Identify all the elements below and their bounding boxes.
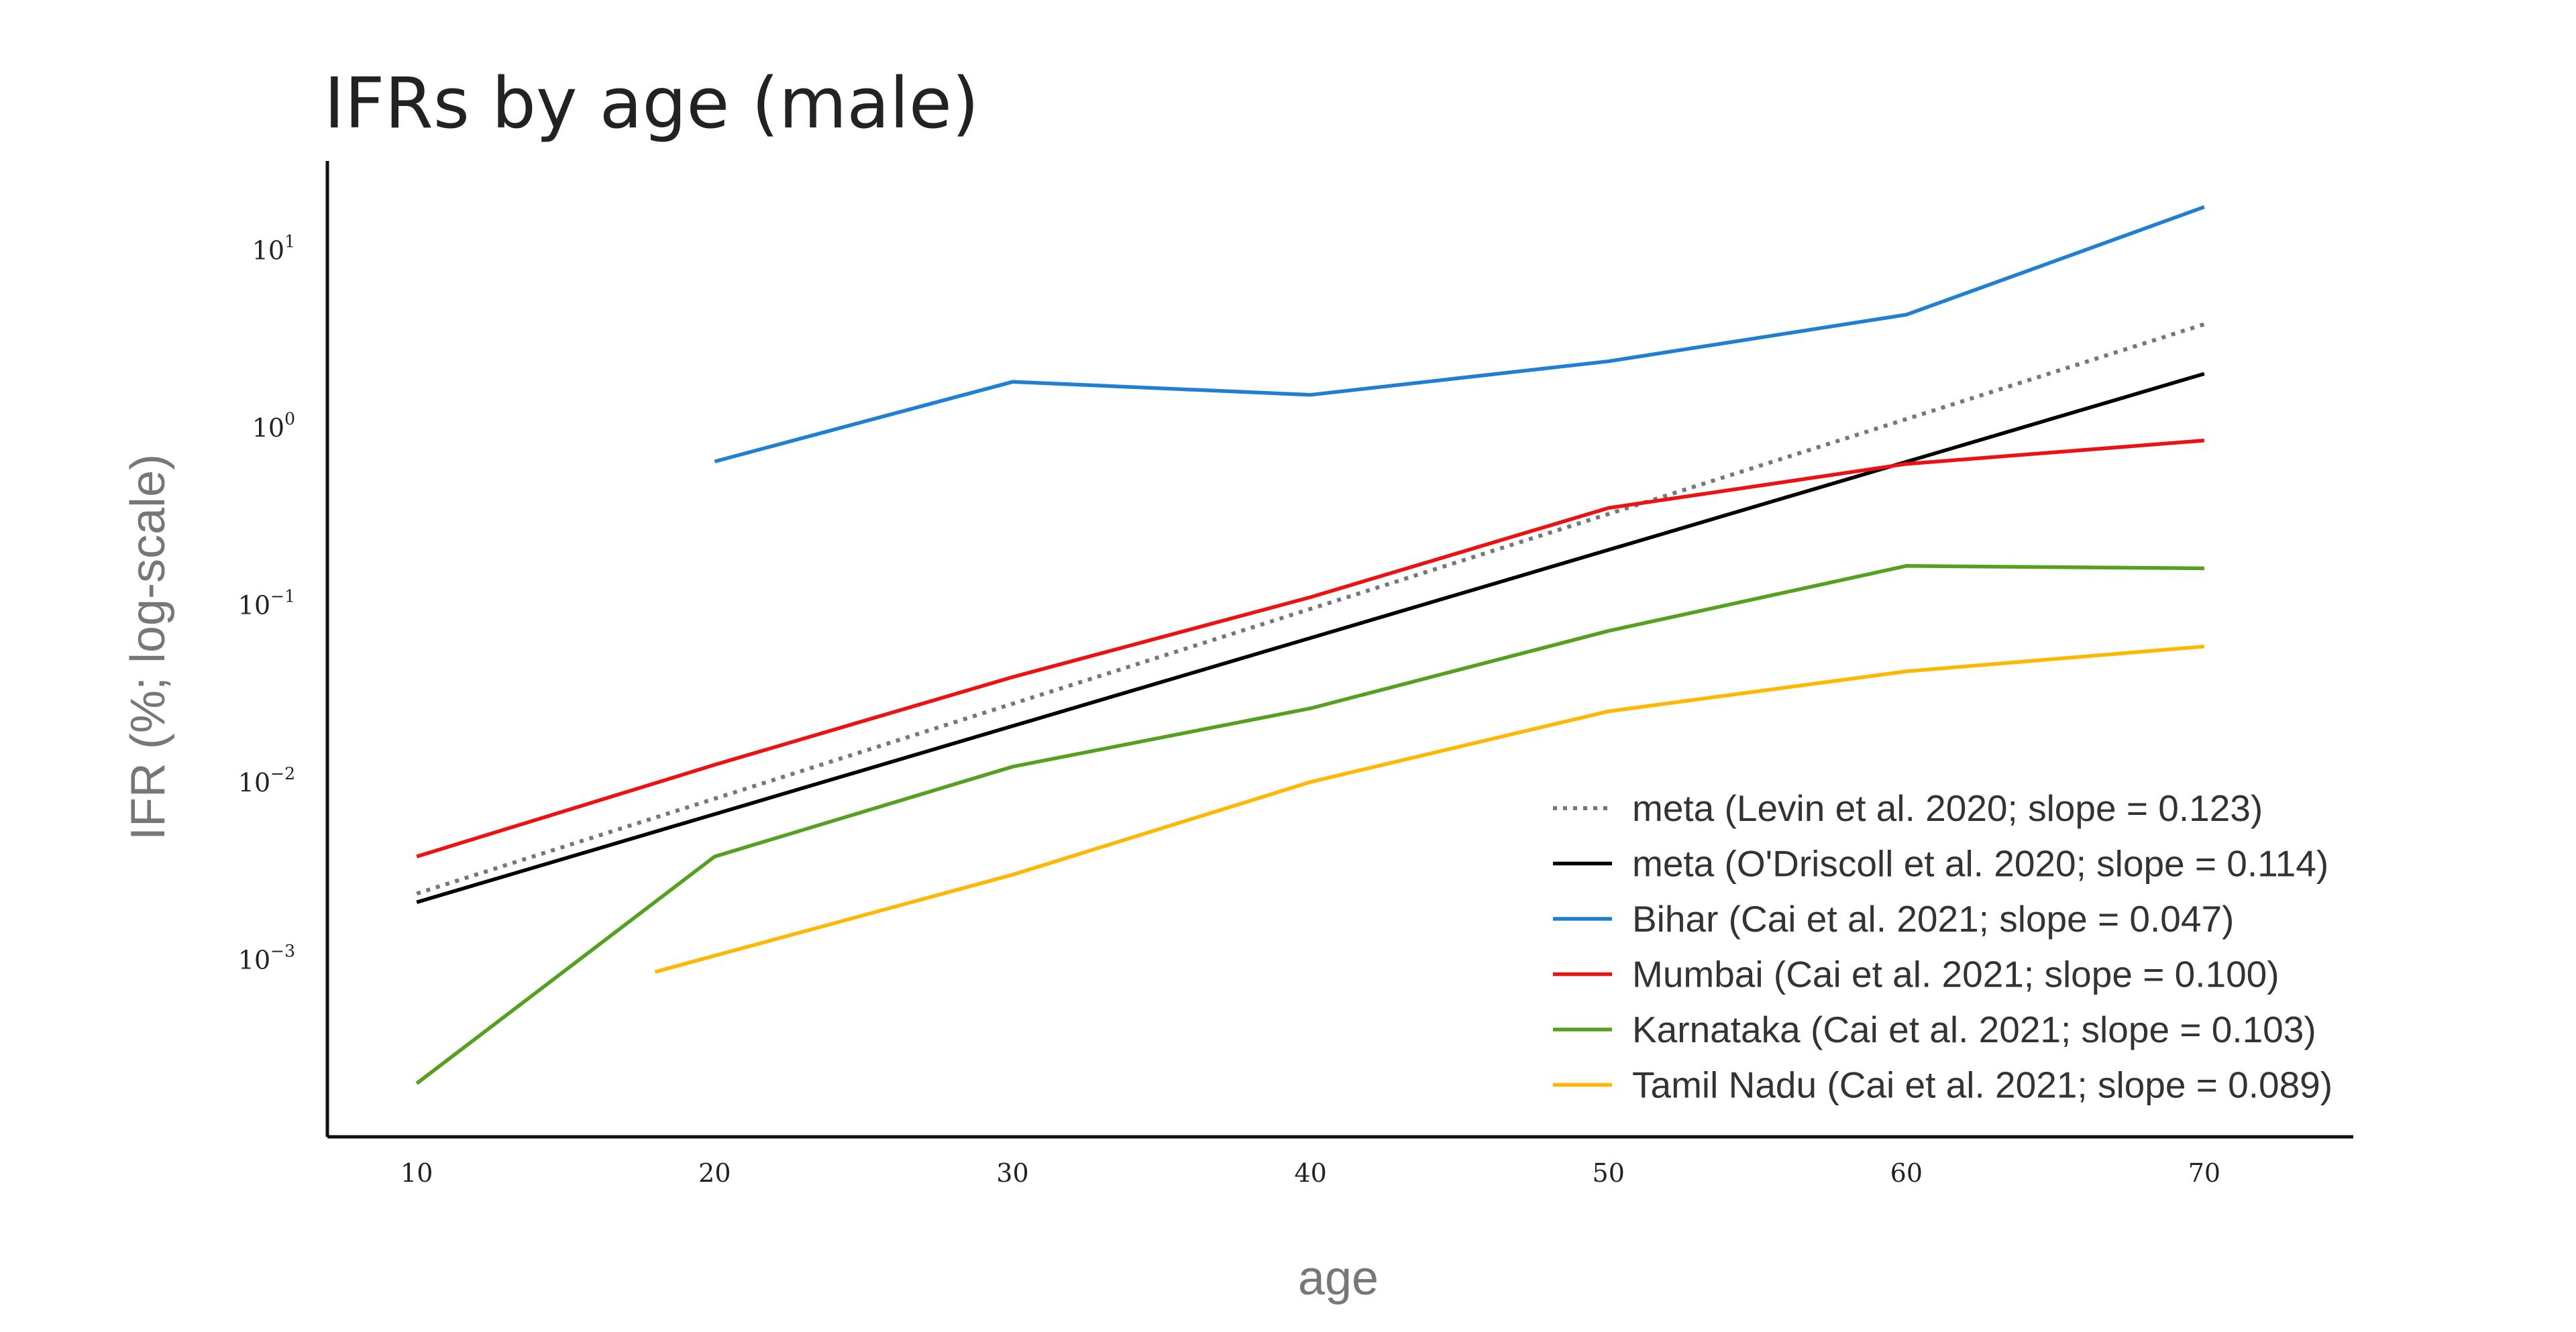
y-tick-label: 10−1 <box>238 586 295 620</box>
y-tick-base: 10 <box>238 590 270 620</box>
chart-title: IFRs by age (male) <box>324 62 979 144</box>
x-tick-label: 40 <box>1294 1158 1326 1188</box>
y-tick-base: 10 <box>252 413 284 443</box>
y-tick-exponent: −1 <box>270 586 295 606</box>
series-lines <box>415 205 2205 1085</box>
series-line <box>416 439 2205 858</box>
y-tick-base: 10 <box>238 768 270 797</box>
x-tick-label: 10 <box>400 1158 433 1188</box>
y-tick-label: 10−3 <box>238 941 295 975</box>
y-tick-exponent: −3 <box>270 941 295 960</box>
legend-entry-label: meta (O'Driscoll et al. 2020; slope = 0.… <box>1632 843 2328 885</box>
series-line <box>654 645 2205 974</box>
x-tick-label: 60 <box>1890 1158 1923 1188</box>
axes <box>325 161 2353 1139</box>
legend-entry-label: Mumbai (Cai et al. 2021; slope = 0.100) <box>1632 954 2279 995</box>
legend-entry-label: Tamil Nadu (Cai et al. 2021; slope = 0.0… <box>1632 1064 2332 1106</box>
y-tick-base: 10 <box>238 945 270 975</box>
y-tick-label: 101 <box>252 231 295 265</box>
legend-entry-label: Bihar (Cai et al. 2021; slope = 0.047) <box>1632 898 2234 940</box>
y-tick-exponent: 0 <box>284 409 295 429</box>
x-tick-labels: 10 20 30 40 50 60 70 <box>400 1158 2220 1188</box>
legend: meta (Levin et al. 2020; slope = 0.123) m… <box>1553 787 2332 1106</box>
legend-entry-label: Karnataka (Cai et al. 2021; slope = 0.10… <box>1632 1009 2316 1050</box>
series-line <box>415 564 2204 1085</box>
series-line <box>416 322 2205 896</box>
x-tick-label: 50 <box>1593 1158 1625 1188</box>
x-tick-label: 70 <box>2188 1158 2220 1188</box>
legend-entry-label: meta (Levin et al. 2020; slope = 0.123) <box>1632 787 2263 829</box>
y-tick-exponent: −2 <box>270 764 295 783</box>
x-tick-label: 20 <box>698 1158 731 1188</box>
y-tick-exponent: 1 <box>284 231 295 251</box>
x-tick-label: 30 <box>996 1158 1028 1188</box>
series-line <box>714 205 2205 463</box>
y-tick-label: 100 <box>252 409 295 443</box>
series-line <box>416 372 2205 904</box>
y-tick-label: 10−2 <box>238 764 295 797</box>
y-tick-base: 10 <box>252 235 284 265</box>
y-axis-label: IFR (%; log-scale) <box>121 454 175 840</box>
x-axis-label: age <box>1298 1252 1379 1305</box>
